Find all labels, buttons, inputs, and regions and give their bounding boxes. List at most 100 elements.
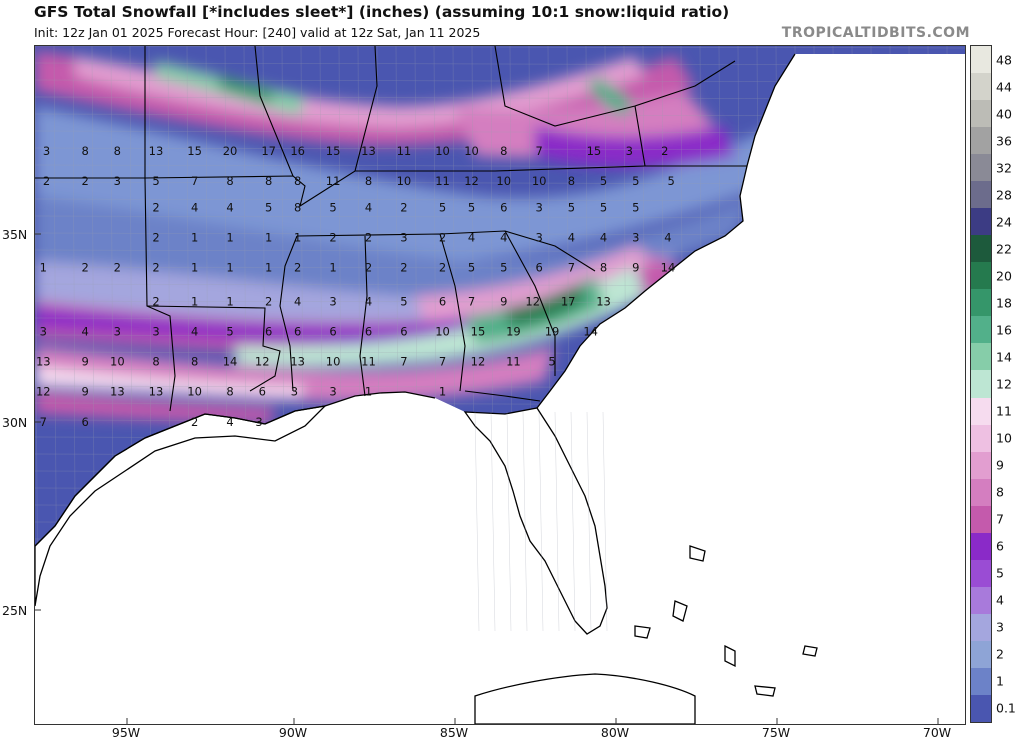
snowfall-value-label: 4	[226, 415, 233, 429]
snowfall-value-label: 8	[294, 200, 301, 214]
frame-ticks	[35, 233, 939, 724]
snowfall-value-label: 4	[365, 294, 372, 308]
colorbar-segment	[971, 640, 991, 669]
snowfall-value-label: 17	[261, 144, 276, 158]
snowfall-value-label: 2	[43, 174, 50, 188]
snowfall-value-label: 3	[40, 325, 47, 339]
colorbar-segment	[971, 73, 991, 101]
snowfall-value-label: 15	[187, 144, 202, 158]
snowfall-value-label: 1	[329, 261, 336, 275]
snowfall-value-label: 12	[255, 355, 270, 369]
snowfall-value-label: 3	[535, 231, 542, 245]
snowfall-value-label: 6	[439, 294, 446, 308]
snowfall-value-label: 10	[397, 174, 412, 188]
snowfall-value-label: 5	[632, 174, 639, 188]
snowfall-value-label: 2	[439, 231, 446, 245]
colorbar-label: 24	[996, 214, 1012, 230]
snowfall-value-label: 15	[471, 325, 486, 339]
colorbar-label: 28	[996, 187, 1012, 203]
snowfall-value-label: 6	[400, 325, 407, 339]
snowfall-value-label: 13	[149, 385, 164, 399]
snowfall-value-label: 5	[600, 200, 607, 214]
lat-label-30n: 30N	[2, 415, 28, 430]
snowfall-value-label: 7	[40, 415, 47, 429]
snowfall-value-label: 7	[439, 355, 446, 369]
florida-peninsula	[463, 407, 608, 635]
snowfall-value-label: 9	[632, 261, 639, 275]
snowfall-value-label: 8	[191, 355, 198, 369]
snowfall-value-label: 4	[226, 200, 233, 214]
colorbar-segment	[971, 613, 991, 642]
snowfall-value-label: 5	[400, 294, 407, 308]
colorbar-label: 14	[996, 349, 1012, 365]
snowfall-value-label: 11	[361, 355, 376, 369]
snowfall-value-label: 3	[114, 325, 121, 339]
snowfall-value-label: 10	[532, 174, 547, 188]
snowfall-value-label: 20	[223, 144, 238, 158]
colorbar-label: 32	[996, 160, 1012, 176]
snowfall-value-label: 14	[661, 261, 676, 275]
snowfall-value-label: 8	[600, 261, 607, 275]
colorbar-label: 8	[996, 484, 1004, 500]
colorbar-label: 2	[996, 646, 1004, 662]
map-subtitle: Init: 12z Jan 01 2025 Forecast Hour: [24…	[34, 25, 481, 40]
snowfall-value-label: 8	[226, 385, 233, 399]
snowfall-value-label: 3	[329, 385, 336, 399]
snowfall-value-label: 1	[265, 261, 272, 275]
snowfall-value-label: 3	[400, 231, 407, 245]
colorbar-label: 44	[996, 79, 1012, 95]
snowfall-value-label: 6	[535, 261, 542, 275]
colorbar-label: 10	[996, 430, 1012, 446]
colorbar-segment	[971, 316, 991, 344]
colorbar-label: 4	[996, 592, 1004, 608]
colorbar-label: 9	[996, 457, 1004, 473]
snowfall-value-label: 16	[290, 144, 305, 158]
lon-label-70w: 70W	[922, 725, 952, 740]
snowfall-value-label: 7	[191, 174, 198, 188]
brand-watermark: TROPICALTIDBITS.COM	[781, 25, 970, 41]
snowfall-value-label: 2	[439, 261, 446, 275]
lon-label-95w: 95W	[111, 725, 141, 740]
snowfall-value-label: 8	[81, 144, 88, 158]
colorbar-label: 0.1	[996, 700, 1016, 716]
header: GFS Total Snowfall [*includes sleet*] (i…	[0, 0, 1024, 44]
colorbar-label: 20	[996, 268, 1012, 284]
snowfall-value-label: 9	[81, 385, 88, 399]
snowfall-value-label: 2	[152, 294, 159, 308]
snowfall-value-label: 5	[329, 200, 336, 214]
snowfall-value-label: 9	[500, 294, 507, 308]
snowfall-value-label: 6	[259, 385, 266, 399]
snowfall-value-label: 8	[152, 355, 159, 369]
snowfall-value-label: 1	[439, 385, 446, 399]
colorbar-segment	[971, 586, 991, 615]
snowfall-value-label: 5	[600, 174, 607, 188]
colorbar-label: 3	[996, 619, 1004, 635]
snowfall-value-label: 5	[439, 200, 446, 214]
colorbar-label: 11	[996, 403, 1012, 419]
snowfall-value-label: 1	[191, 294, 198, 308]
colorbar-segment	[971, 289, 991, 317]
snowfall-value-label: 5	[468, 200, 475, 214]
gulf-coastline	[35, 391, 436, 547]
snowfall-value-label: 6	[265, 325, 272, 339]
snowfall-value-label: 1	[191, 261, 198, 275]
colorbar-segment	[971, 100, 991, 128]
snowfall-value-label: 12	[464, 174, 479, 188]
snowfall-value-label: 3	[255, 415, 262, 429]
colorbar-segment	[971, 559, 991, 588]
snowfall-value-label: 1	[265, 231, 272, 245]
colorbar-label: 22	[996, 241, 1012, 257]
colorbar-segment	[971, 127, 991, 155]
colorbar-segment	[971, 505, 991, 534]
snowfall-value-label: 4	[600, 231, 607, 245]
caribbean-islands	[474, 545, 818, 724]
colorbar-label: 16	[996, 322, 1012, 338]
ocean	[35, 54, 965, 724]
snowfall-value-label: 15	[326, 144, 341, 158]
snowfall-value-label: 13	[36, 355, 51, 369]
colorbar-segment	[971, 343, 991, 371]
snowfall-value-label: 6	[81, 415, 88, 429]
snowfall-value-label: 2	[81, 261, 88, 275]
colorbar-label: 6	[996, 538, 1004, 554]
snowfall-value-label: 2	[400, 261, 407, 275]
